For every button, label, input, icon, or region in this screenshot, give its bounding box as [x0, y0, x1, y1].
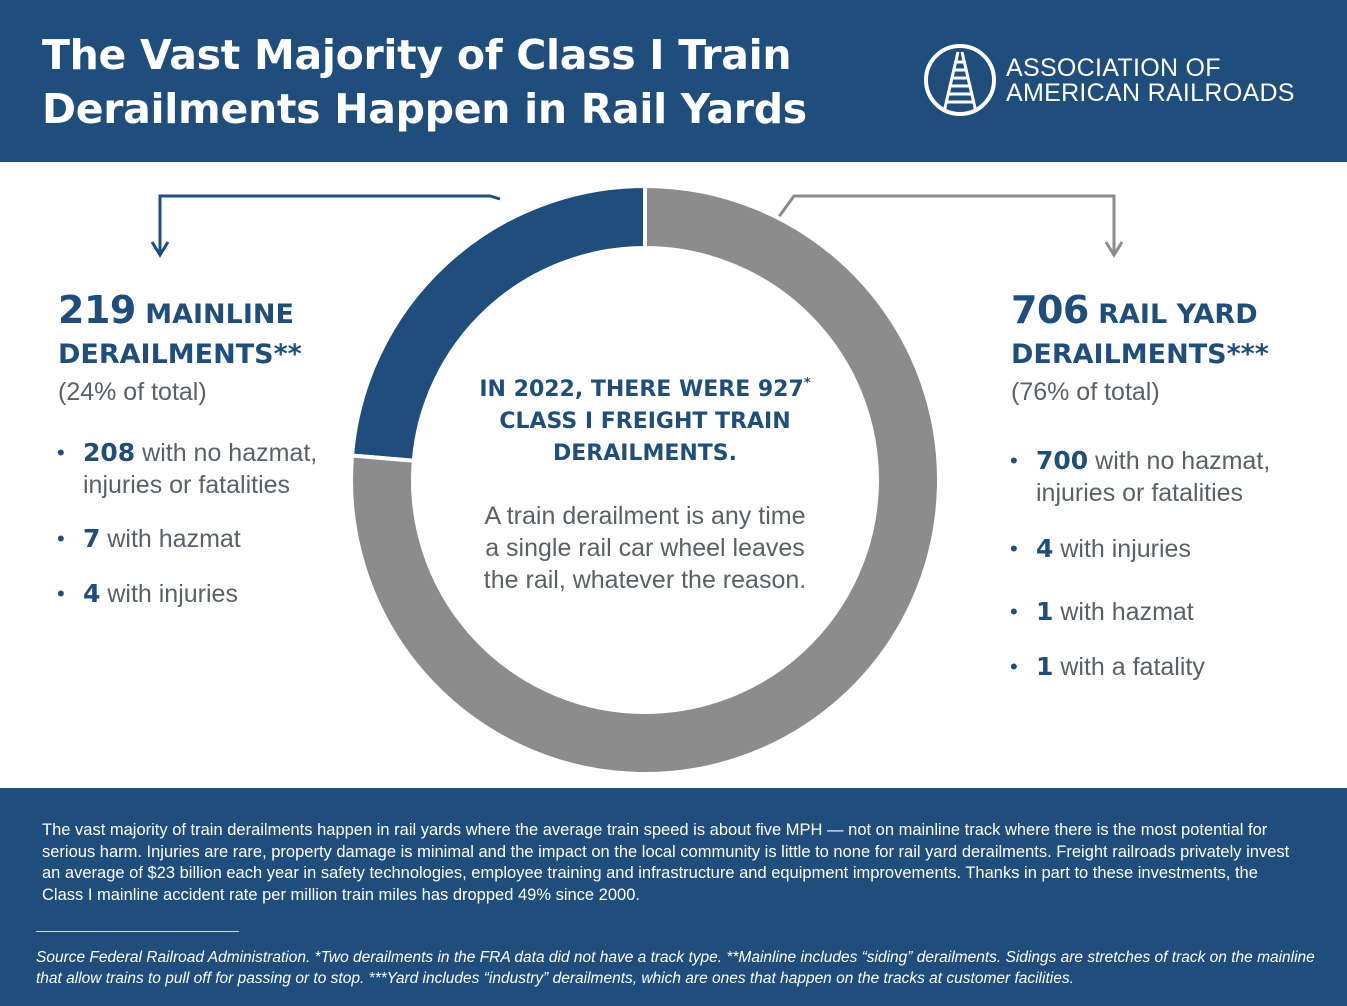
- list-item: 208 with no hazmat, injuries or fataliti…: [57, 437, 358, 501]
- railyard-panel: 706 RAIL YARD DERAILMENTS*** (76% of tot…: [1010, 290, 1331, 683]
- title-line-1: The Vast Majority of Class I Train: [42, 31, 792, 79]
- mainline-panel: 219 MAINLINE DERAILMENTS** (24% of total…: [57, 290, 358, 610]
- item-count: 1: [1036, 652, 1054, 681]
- railyard-leader-arrow: [776, 194, 1116, 252]
- list-item: 7 with hazmat: [57, 523, 358, 555]
- railyard-headline: 706 RAIL YARD: [1011, 290, 1331, 335]
- footer-divider: [36, 931, 239, 932]
- logo-line-1: ASSOCIATION OF: [1006, 54, 1221, 82]
- mainline-count: 219: [58, 288, 136, 332]
- center-heading-1: IN 2022, THERE WERE 927*: [445, 374, 845, 406]
- page-title: The Vast Majority of Class I Train Derai…: [42, 28, 807, 136]
- railyard-label-2: DERAILMENTS***: [1011, 339, 1269, 370]
- donut-center-text: IN 2022, THERE WERE 927* CLASS I FREIGHT…: [445, 374, 845, 596]
- footer-panel: The vast majority of train derailments h…: [0, 788, 1347, 1006]
- item-count: 7: [83, 524, 101, 553]
- item-count: 700: [1036, 446, 1089, 475]
- mainline-label-1: MAINLINE: [145, 299, 294, 330]
- mainline-label-2: DERAILMENTS**: [58, 339, 302, 370]
- mainline-percent: (24% of total): [58, 378, 207, 406]
- center-heading-2: CLASS I FREIGHT TRAIN: [499, 409, 791, 434]
- list-item: 700 with no hazmat, injuries or fataliti…: [1010, 445, 1331, 509]
- footer-body-text: The vast majority of train derailments h…: [42, 821, 1290, 904]
- list-item: 4 with injuries: [57, 578, 358, 610]
- item-text: with hazmat: [100, 525, 241, 553]
- item-text-2: injuries or fatalities: [83, 471, 291, 499]
- railyard-breakdown-list: 700 with no hazmat, injuries or fataliti…: [1010, 445, 1331, 683]
- item-text: with injuries: [100, 580, 238, 608]
- header-banner: The Vast Majority of Class I Train Derai…: [0, 0, 1347, 162]
- railyard-count: 706: [1011, 288, 1089, 332]
- railyard-label-1: RAIL YARD: [1098, 299, 1258, 330]
- donut-chart: [150, 183, 1124, 776]
- center-description: A train derailment is any time a single …: [445, 500, 845, 596]
- list-item: 4 with injuries: [1010, 533, 1331, 565]
- mainline-leader-arrow: [158, 194, 501, 252]
- center-desc-1: A train derailment is any time: [484, 502, 806, 530]
- item-text: with no hazmat,: [1088, 447, 1271, 475]
- title-line-2: Derailments Happen in Rail Yards: [42, 85, 807, 133]
- mainline-headline: 219 MAINLINE: [58, 290, 358, 335]
- railyard-arrowhead: [1104, 241, 1124, 258]
- list-item: 1 with a fatality: [1010, 651, 1331, 683]
- mainline-breakdown-list: 208 with no hazmat, injuries or fataliti…: [57, 437, 358, 610]
- center-heading-1-mark: *: [803, 376, 811, 391]
- item-text: with no hazmat,: [135, 439, 318, 467]
- item-count: 208: [83, 438, 136, 467]
- item-text: with hazmat: [1053, 598, 1194, 626]
- logo-line-2: AMERICAN RAILROADS: [1006, 79, 1295, 107]
- logo-wordmark: ASSOCIATION OF AMERICAN RAILROADS: [1006, 56, 1295, 106]
- center-heading-3: DERAILMENTS.: [552, 441, 737, 466]
- mainline-arrowhead: [150, 241, 170, 258]
- center-desc-3: the rail, whatever the reason.: [483, 566, 807, 594]
- footer-source-note: Source Federal Railroad Administration. …: [36, 949, 1315, 987]
- railroad-track-icon: [924, 44, 996, 116]
- railyard-slice: [349, 183, 941, 776]
- railyard-percent: (76% of total): [1011, 378, 1160, 406]
- item-text-2: injuries or fatalities: [1036, 479, 1244, 507]
- item-count: 4: [83, 579, 101, 608]
- item-text: with a fatality: [1053, 653, 1205, 681]
- chart-area: 219 MAINLINE DERAILMENTS** (24% of total…: [0, 162, 1347, 788]
- center-desc-2: a single rail car wheel leaves: [485, 534, 805, 562]
- item-count: 4: [1036, 534, 1054, 563]
- aar-logo: ASSOCIATION OF AMERICAN RAILROADS: [922, 40, 1294, 120]
- item-count: 1: [1036, 597, 1054, 626]
- center-heading-1-text: IN 2022, THERE WERE 927: [479, 377, 804, 402]
- item-text: with injuries: [1053, 535, 1191, 563]
- list-item: 1 with hazmat: [1010, 596, 1331, 628]
